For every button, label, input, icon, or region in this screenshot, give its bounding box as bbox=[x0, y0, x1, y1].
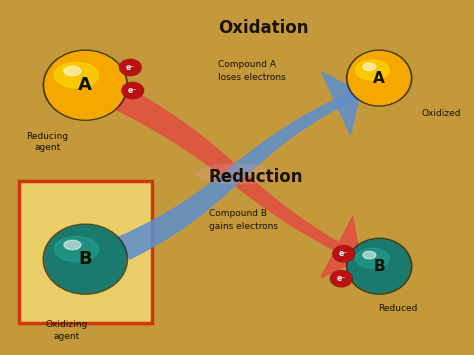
Text: Reduction: Reduction bbox=[209, 169, 303, 186]
Text: e⁻: e⁻ bbox=[126, 62, 135, 72]
Text: Reducing
agent: Reducing agent bbox=[27, 132, 68, 152]
Ellipse shape bbox=[45, 51, 126, 119]
Polygon shape bbox=[116, 89, 362, 262]
Text: Compound A
loses electrons: Compound A loses electrons bbox=[218, 60, 286, 82]
Text: Oxidizing
agent: Oxidizing agent bbox=[45, 320, 88, 340]
Polygon shape bbox=[321, 72, 360, 135]
Circle shape bbox=[119, 59, 141, 76]
FancyBboxPatch shape bbox=[19, 181, 152, 323]
Ellipse shape bbox=[348, 51, 410, 105]
Text: Oxidation: Oxidation bbox=[218, 20, 309, 37]
Circle shape bbox=[333, 246, 354, 262]
Ellipse shape bbox=[346, 238, 412, 294]
Text: Compound B
gains electrons: Compound B gains electrons bbox=[209, 209, 278, 231]
Circle shape bbox=[333, 246, 355, 262]
Text: B: B bbox=[79, 250, 92, 268]
Text: A: A bbox=[78, 76, 92, 94]
Ellipse shape bbox=[64, 240, 81, 250]
Polygon shape bbox=[117, 89, 362, 259]
Text: B: B bbox=[374, 259, 385, 274]
Ellipse shape bbox=[55, 236, 99, 262]
Circle shape bbox=[122, 82, 144, 99]
Ellipse shape bbox=[356, 248, 389, 268]
Polygon shape bbox=[321, 217, 360, 278]
Ellipse shape bbox=[346, 50, 412, 106]
Text: A: A bbox=[374, 71, 385, 86]
Ellipse shape bbox=[194, 163, 280, 185]
Ellipse shape bbox=[348, 240, 410, 293]
Text: Oxidized: Oxidized bbox=[421, 109, 461, 118]
Circle shape bbox=[120, 60, 141, 75]
Ellipse shape bbox=[363, 63, 376, 71]
Ellipse shape bbox=[43, 50, 128, 120]
Ellipse shape bbox=[43, 224, 128, 294]
Text: e⁻: e⁻ bbox=[339, 249, 348, 258]
Ellipse shape bbox=[45, 225, 126, 293]
Ellipse shape bbox=[55, 62, 99, 88]
Ellipse shape bbox=[363, 251, 376, 259]
Circle shape bbox=[331, 271, 352, 286]
Text: e⁻: e⁻ bbox=[337, 274, 346, 283]
Circle shape bbox=[330, 271, 352, 287]
Ellipse shape bbox=[356, 60, 389, 80]
Text: e⁻: e⁻ bbox=[128, 86, 137, 95]
Circle shape bbox=[122, 83, 143, 98]
Ellipse shape bbox=[64, 66, 81, 76]
Text: Reduced: Reduced bbox=[378, 304, 418, 313]
